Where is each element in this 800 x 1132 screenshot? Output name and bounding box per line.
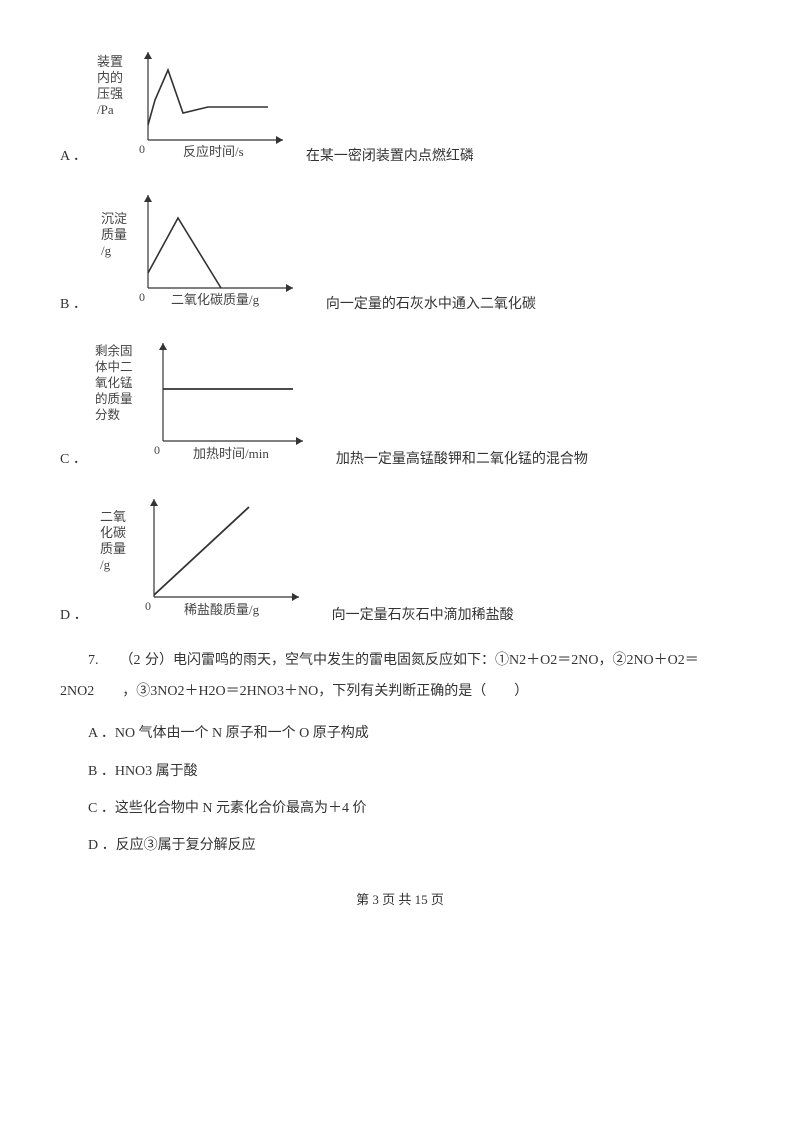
opt-b-desc: 向一定量的石灰水中通入二氧化碳 [326,292,536,317]
svg-text:二氧: 二氧 [100,509,126,524]
svg-text:稀盐酸质量/g: 稀盐酸质量/g [184,602,260,617]
svg-text:氧化锰: 氧化锰 [95,375,133,390]
svg-text:二氧化碳质量/g: 二氧化碳质量/g [171,292,260,307]
opt-a-letter: A ． [60,144,87,169]
option-c: C ． 剩余固 体中二 氧化锰 的质量 分数 0 加热时间/min 加热一定量高… [60,331,740,472]
svg-text:分数: 分数 [95,407,121,422]
option-a: A ． 装置 内的 压强 /Pa 0 反应时间/s 在某一密闭装置内点燃红磷 [60,40,740,169]
svg-text:内的: 内的 [97,70,123,85]
svg-text:化碳: 化碳 [100,525,126,540]
svg-text:压强: 压强 [97,86,123,101]
svg-text:加热时间/min: 加热时间/min [193,446,269,461]
svg-text:剩余固: 剩余固 [95,343,133,358]
q7-option-c: C ．这些化合物中 N 元素化合价最高为＋4 价 [60,796,740,821]
opt-d-desc: 向一定量石灰石中滴加稀盐酸 [332,603,514,628]
svg-text:/g: /g [101,243,112,258]
chart-a: 装置 内的 压强 /Pa 0 反应时间/s [93,40,298,169]
svg-text:0: 0 [154,443,160,457]
svg-text:0: 0 [139,142,145,156]
chart-d: 二氧 化碳 质量 /g 0 稀盐酸质量/g [94,487,324,628]
chart-c: 剩余固 体中二 氧化锰 的质量 分数 0 加热时间/min [93,331,328,472]
chart-b: 沉淀 质量 /g 0 二氧化碳质量/g [93,183,318,317]
svg-text:/g: /g [100,557,111,572]
svg-text:0: 0 [145,599,151,613]
opt-c-letter: C ． [60,447,87,472]
svg-text:反应时间/s: 反应时间/s [183,144,244,159]
option-d: D ． 二氧 化碳 质量 /g 0 稀盐酸质量/g 向一定量石灰石中滴加稀盐酸 [60,487,740,628]
opt-d-letter: D ． [60,603,88,628]
svg-text:质量: 质量 [100,541,126,556]
opt-c-desc: 加热一定量高锰酸钾和二氧化锰的混合物 [336,447,588,472]
q7-option-a: A ．NO 气体由一个 N 原子和一个 O 原子构成 [60,721,740,746]
svg-text:沉淀: 沉淀 [101,211,127,226]
svg-text:/Pa: /Pa [97,102,114,117]
svg-text:装置: 装置 [97,54,123,69]
q7-option-d: D ．反应③属于复分解反应 [60,833,740,858]
svg-text:0: 0 [139,290,145,304]
svg-text:的质量: 的质量 [95,391,133,406]
q7-option-b: B ．HNO3 属于酸 [60,759,740,784]
option-b: B ． 沉淀 质量 /g 0 二氧化碳质量/g 向一定量的石灰水中通入二氧化碳 [60,183,740,317]
page-footer: 第 3 页 共 15 页 [60,888,740,911]
svg-text:质量: 质量 [101,227,127,242]
opt-b-letter: B ． [60,292,87,317]
svg-text:体中二: 体中二 [95,359,133,374]
opt-a-desc: 在某一密闭装置内点燃红磷 [306,144,474,169]
question-7-stem: 7. （2 分）电闪雷鸣的雨天，空气中发生的雷电固氮反应如下：①N2＋O2＝2N… [60,646,740,708]
